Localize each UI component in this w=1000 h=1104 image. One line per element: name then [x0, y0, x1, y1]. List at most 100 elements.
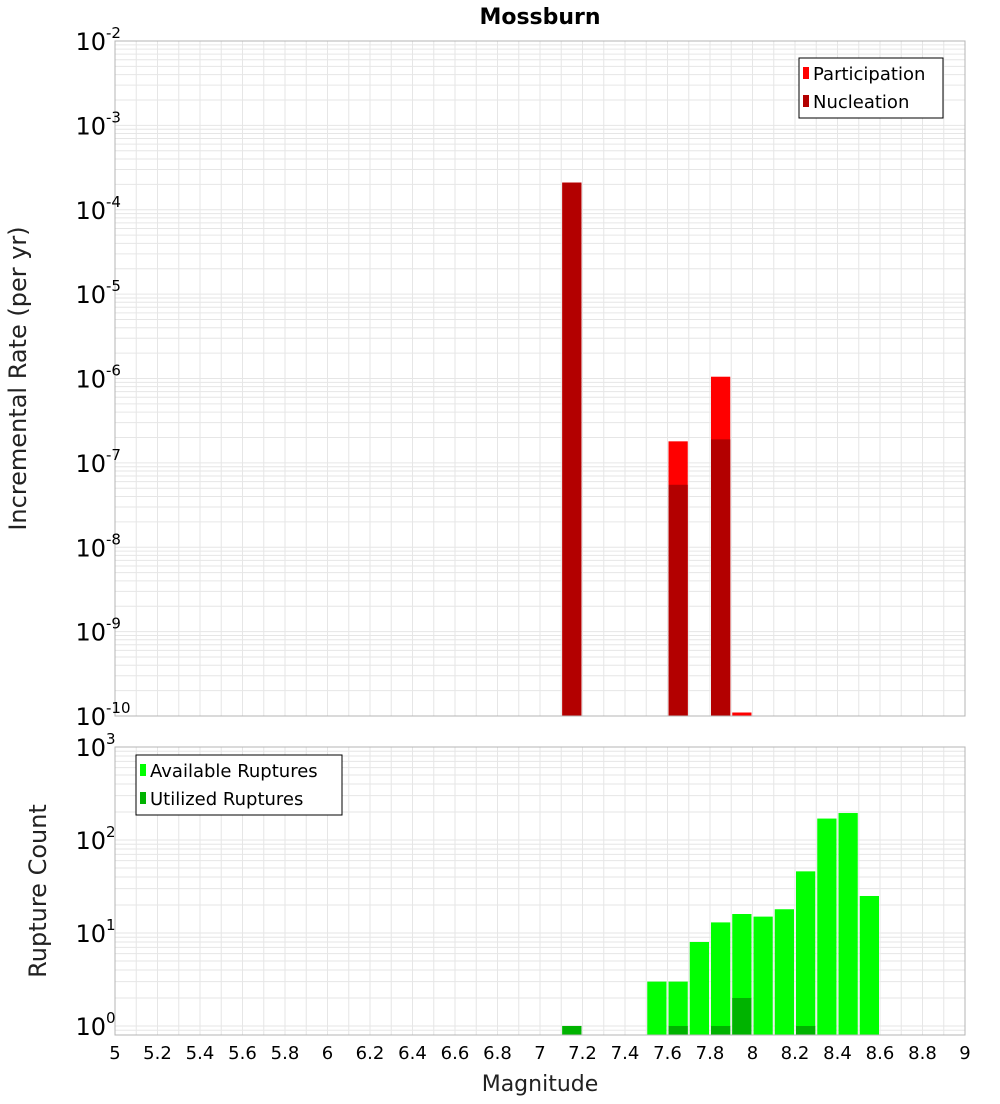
- bar: [796, 1025, 816, 1035]
- legend-swatch: [140, 792, 146, 804]
- bar: [817, 818, 837, 1035]
- bar: [711, 439, 731, 716]
- y-tick-exponent: -4: [106, 193, 121, 211]
- y-tick-base: 10: [75, 1013, 106, 1041]
- x-axis-label: Magnitude: [482, 1072, 599, 1097]
- y-tick-base: 10: [75, 281, 106, 309]
- y-tick-label: 10 -7: [75, 446, 121, 478]
- y-tick-label: 10 -3: [75, 108, 121, 140]
- y-axis-label: Incremental Rate (per yr): [4, 226, 32, 530]
- y-tick-base: 10: [75, 366, 106, 394]
- y-tick-label: 10 -4: [75, 193, 121, 225]
- bars: [562, 182, 752, 716]
- x-tick-label: 5.4: [186, 1043, 215, 1064]
- x-tick-label: 5.8: [271, 1043, 300, 1064]
- y-tick-base: 10: [75, 920, 106, 948]
- bar: [647, 981, 667, 1035]
- chart-title: Mossburn: [479, 5, 600, 30]
- bar: [859, 895, 879, 1035]
- series-primary-bars: [562, 813, 879, 1035]
- x-tick-label: 7.6: [653, 1043, 682, 1064]
- bar: [668, 981, 688, 1035]
- series-secondary-bars: [562, 182, 731, 716]
- x-tick-label: 6: [322, 1043, 333, 1064]
- legend-box: [135, 754, 343, 816]
- y-tick-exponent: -2: [106, 24, 121, 42]
- legend-label: Participation: [813, 64, 925, 85]
- y-tick-base: 10: [75, 112, 106, 140]
- y-tick-exponent: -5: [106, 277, 121, 295]
- legend-label: Available Ruptures: [150, 761, 318, 782]
- x-tick-label: 6.8: [483, 1043, 512, 1064]
- bar: [732, 712, 752, 716]
- y-tick-exponent: -7: [106, 446, 121, 464]
- y-tick-base: 10: [75, 619, 106, 647]
- y-tick-base: 10: [75, 534, 106, 562]
- y-tick-base: 10: [75, 450, 106, 478]
- y-tick-exponent: -9: [106, 615, 121, 633]
- bar: [668, 484, 688, 716]
- x-tick-label: 9: [959, 1043, 970, 1064]
- y-tick-exponent: 0: [106, 1009, 116, 1027]
- y-tick-exponent: -3: [106, 108, 121, 126]
- y-tick-label: 10 0: [75, 1009, 115, 1041]
- series-secondary-bars: [562, 997, 816, 1035]
- y-tick-label: 10 -5: [75, 277, 121, 309]
- y-axis-label: Rupture Count: [24, 804, 52, 978]
- legend-label: Utilized Ruptures: [150, 789, 303, 810]
- legend-swatch: [140, 764, 146, 776]
- y-tick-label: 10 3: [75, 730, 115, 762]
- y-tick-exponent: -6: [106, 362, 121, 380]
- bar: [796, 871, 816, 1035]
- y-tick-label: 10 -6: [75, 362, 121, 394]
- x-tick-label: 8.6: [866, 1043, 895, 1064]
- bar: [711, 1025, 731, 1035]
- y-tick-exponent: 3: [106, 730, 116, 748]
- bar: [774, 909, 794, 1035]
- bar: [711, 922, 731, 1035]
- y-tick-base: 10: [75, 827, 106, 855]
- x-tick-label: 7.8: [696, 1043, 725, 1064]
- x-tick-label: 5.2: [143, 1043, 172, 1064]
- x-tick-label: 8.4: [823, 1043, 852, 1064]
- x-tick-label: 6.6: [441, 1043, 470, 1064]
- x-tick-label: 8: [747, 1043, 758, 1064]
- bar: [562, 182, 582, 716]
- bar: [753, 916, 773, 1035]
- bar: [562, 1025, 582, 1035]
- plot-border: [114, 40, 966, 717]
- x-tick-label: 7: [534, 1043, 545, 1064]
- legend: Available Ruptures Utilized Ruptures: [135, 754, 343, 816]
- bar: [668, 1025, 688, 1035]
- y-tick-label: 10 1: [75, 916, 115, 948]
- x-tick-label: 7.2: [568, 1043, 597, 1064]
- y-tick-base: 10: [75, 197, 106, 225]
- x-tick-labels: 5 5.2 5.4 5.6 5.8 6 6.2 6.4 6.6 6.8 7 7.2 7.4 7.6 7.8 8…: [109, 1043, 970, 1064]
- y-tick-label: 10 2: [75, 823, 115, 855]
- plot-border: [114, 746, 966, 1036]
- legend: Participation Nucleation: [798, 57, 944, 119]
- legend-swatch: [803, 67, 809, 79]
- y-tick-exponent: 1: [106, 916, 116, 934]
- bars: [562, 813, 879, 1035]
- y-tick-base: 10: [75, 28, 106, 56]
- x-tick-label: 7.4: [611, 1043, 640, 1064]
- y-tick-exponent: -10: [106, 699, 131, 717]
- bar: [732, 997, 752, 1035]
- y-tick-label: 10 -8: [75, 530, 121, 562]
- legend-label: Nucleation: [813, 92, 909, 113]
- y-tick-exponent: 2: [106, 823, 116, 841]
- x-tick-label: 5.6: [228, 1043, 257, 1064]
- x-tick-label: 8.2: [781, 1043, 810, 1064]
- x-tick-label: 6.2: [356, 1043, 385, 1064]
- y-tick-base: 10: [75, 703, 106, 731]
- x-tick-label: 6.4: [398, 1043, 427, 1064]
- y-tick-base: 10: [75, 734, 106, 762]
- y-tick-exponent: -8: [106, 530, 121, 548]
- y-tick-label: 10 -10: [75, 699, 130, 731]
